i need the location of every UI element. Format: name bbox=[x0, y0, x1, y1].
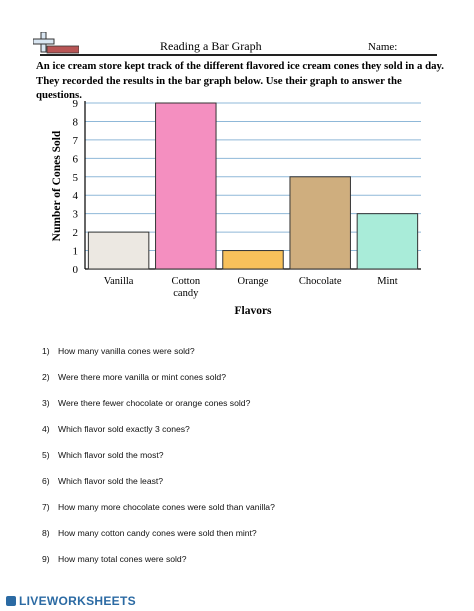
bar bbox=[222, 250, 284, 270]
question-item: 5) Which flavor sold the most? bbox=[42, 450, 164, 460]
x-tick-label: Vanilla bbox=[104, 276, 134, 287]
question-item: 3) Were there fewer chocolate or orange c… bbox=[42, 398, 250, 408]
question-number: 1) bbox=[42, 346, 50, 356]
y-tick-label: 1 bbox=[73, 246, 79, 258]
liveworksheets-logo-icon bbox=[6, 596, 16, 606]
question-item: 7) How many more chocolate cones were sol… bbox=[42, 502, 275, 512]
name-label: Name: bbox=[368, 41, 398, 53]
question-item: 4) Which flavor sold exactly 3 cones? bbox=[42, 424, 190, 434]
footer-brand-text: LIVEWORKSHEETS bbox=[19, 594, 136, 608]
question-text: Were there fewer chocolate or orange con… bbox=[58, 398, 251, 408]
footer-brand[interactable]: LIVEWORKSHEETS bbox=[6, 594, 136, 608]
question-text: Which flavor sold exactly 3 cones? bbox=[58, 424, 190, 434]
question-item: 6) Which flavor sold the least? bbox=[42, 476, 163, 486]
x-tick-label: Mint bbox=[377, 276, 398, 287]
x-tick-label: Chocolate bbox=[299, 276, 342, 287]
worksheet-logo bbox=[32, 31, 80, 54]
question-item: 9) How many total cones were sold? bbox=[42, 554, 187, 564]
intro-paragraph: An ice cream store kept track of the dif… bbox=[36, 60, 445, 101]
page-title: Reading a Bar Graph bbox=[160, 39, 262, 53]
y-tick-label: 5 bbox=[73, 172, 79, 184]
bar bbox=[155, 102, 217, 270]
header-divider bbox=[40, 54, 437, 56]
y-axis-title: Number of Cones Sold bbox=[51, 130, 63, 241]
question-text: Were there more vanilla or mint cones so… bbox=[58, 372, 226, 382]
plus-logo-icon bbox=[32, 31, 80, 54]
question-number: 4) bbox=[42, 424, 50, 434]
question-number: 2) bbox=[42, 372, 50, 382]
y-tick-label: 7 bbox=[73, 135, 79, 147]
question-number: 8) bbox=[42, 528, 50, 538]
question-number: 7) bbox=[42, 502, 50, 512]
question-text: How many cotton candy cones were sold th… bbox=[58, 528, 257, 538]
question-item: 2) Were there more vanilla or mint cones … bbox=[42, 372, 226, 382]
y-tick-label: 9 bbox=[73, 98, 79, 110]
x-tick-label: Orange bbox=[238, 276, 269, 287]
x-axis-title: Flavors bbox=[234, 305, 272, 317]
bar bbox=[289, 176, 351, 270]
question-item: 1) How many vanilla cones were sold? bbox=[42, 346, 195, 356]
bar bbox=[356, 213, 419, 270]
y-tick-label: 3 bbox=[73, 209, 79, 221]
y-tick-label: 6 bbox=[73, 153, 79, 165]
question-text: Which flavor sold the most? bbox=[58, 450, 164, 460]
x-tick-label: Cotton bbox=[172, 276, 201, 287]
y-tick-label: 4 bbox=[73, 190, 79, 202]
y-tick-label: 2 bbox=[73, 227, 79, 239]
y-tick-label: 0 bbox=[73, 264, 79, 276]
x-tick-label: candy bbox=[173, 288, 199, 299]
question-number: 6) bbox=[42, 476, 50, 486]
question-item: 8) How many cotton candy cones were sold … bbox=[42, 528, 257, 538]
question-text: How many more chocolate cones were sold … bbox=[58, 502, 275, 512]
question-number: 9) bbox=[42, 554, 50, 564]
question-text: How many total cones were sold? bbox=[58, 554, 187, 564]
question-number: 5) bbox=[42, 450, 50, 460]
question-text: How many vanilla cones were sold? bbox=[58, 346, 195, 356]
y-tick-label: 8 bbox=[73, 116, 79, 128]
bar bbox=[87, 231, 150, 270]
question-number: 3) bbox=[42, 398, 50, 408]
question-text: Which flavor sold the least? bbox=[58, 476, 164, 486]
